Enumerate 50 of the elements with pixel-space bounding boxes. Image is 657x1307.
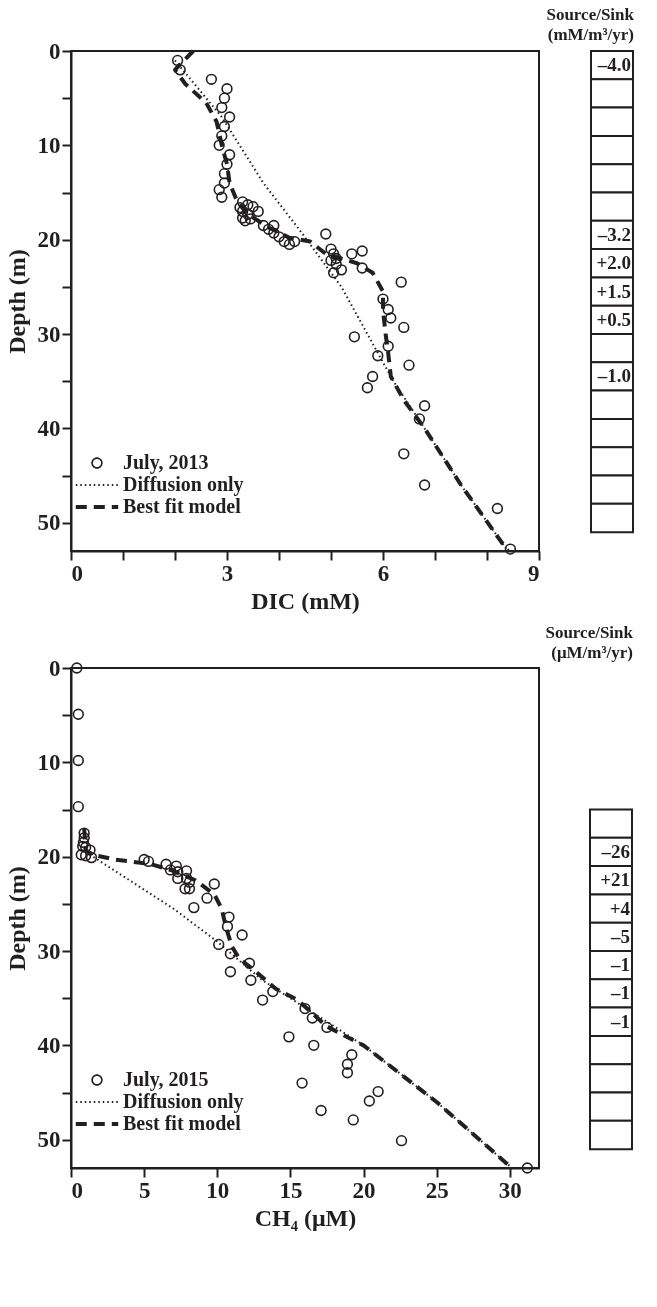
text: –1: [610, 954, 630, 976]
x-axis-title: CH₄ (μM): [254, 1204, 357, 1231]
x-tick-label: 10: [206, 1177, 230, 1203]
y-tick-label: 0: [49, 655, 61, 681]
text: –1.0: [596, 365, 631, 387]
x-tick-label: 0: [71, 1177, 83, 1203]
y-tick-label: 50: [37, 1127, 61, 1153]
x-tick-label: 15: [279, 1177, 303, 1203]
x-tick-label: 30: [498, 1177, 522, 1203]
y-tick-label: 10: [37, 749, 61, 775]
text: (mM/m³/yr): [547, 25, 634, 44]
text: –4.0: [596, 54, 631, 76]
y-axis-title: Depth (m): [3, 249, 30, 354]
x-tick-label: 9: [528, 560, 540, 586]
x-axis-title: DIC (mM): [251, 587, 360, 614]
y-tick-label: 40: [37, 1032, 61, 1058]
y-tick-label: 40: [37, 415, 61, 441]
x-tick-label: 20: [352, 1177, 376, 1203]
legend-label: July, 2013: [123, 451, 209, 474]
x-tick-label: 0: [71, 560, 83, 586]
legend-label: Diffusion only: [123, 1090, 244, 1113]
text: (μM/m³/yr): [551, 643, 633, 662]
text: +1.5: [596, 280, 631, 302]
text: +4: [609, 897, 631, 919]
x-tick-label: 6: [377, 560, 390, 586]
text: +21: [600, 869, 630, 891]
legend-label: Diffusion only: [123, 473, 244, 496]
text: –26: [600, 840, 630, 862]
legend-label: Best fit model: [123, 1112, 242, 1134]
legend-label: Best fit model: [123, 495, 242, 517]
y-tick-label: 30: [37, 938, 61, 964]
legend-label: July, 2015: [123, 1068, 209, 1091]
y-tick-label: 20: [37, 844, 61, 870]
y-axis-title: Depth (m): [3, 866, 30, 971]
y-tick-label: 50: [37, 510, 61, 536]
x-tick-label: 3: [221, 560, 234, 586]
y-tick-label: 10: [37, 132, 61, 158]
text: +2.0: [596, 252, 631, 274]
text: –3.2: [596, 223, 631, 245]
text: –1: [610, 982, 630, 1004]
text: +0.5: [596, 308, 631, 330]
y-tick-label: 0: [49, 38, 61, 64]
y-tick-label: 20: [37, 227, 61, 253]
text: –1: [610, 1010, 630, 1032]
x-tick-label: 5: [138, 1177, 151, 1203]
y-tick-label: 30: [37, 321, 61, 347]
text: –5: [610, 925, 630, 947]
source-note: Source/Sink: [546, 5, 635, 24]
x-tick-label: 25: [425, 1177, 449, 1203]
source-note: Source/Sink: [545, 623, 634, 642]
